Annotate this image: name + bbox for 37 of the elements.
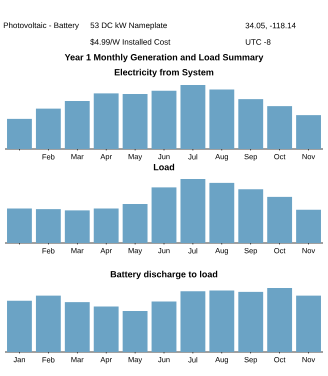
bar bbox=[36, 108, 61, 149]
bar bbox=[94, 306, 119, 352]
bar bbox=[152, 187, 176, 243]
bar bbox=[209, 89, 234, 149]
bar bbox=[296, 115, 321, 149]
bar bbox=[64, 100, 90, 149]
chart-title: Load bbox=[154, 164, 174, 170]
bar bbox=[209, 290, 234, 352]
chart-subtitle: Electricity from System bbox=[114, 68, 214, 78]
bar bbox=[180, 291, 206, 352]
chart-title: Year 1 Monthly Generation and Load Summary bbox=[64, 54, 264, 62]
bar bbox=[7, 118, 32, 149]
bar bbox=[64, 302, 90, 352]
bar bbox=[122, 311, 148, 352]
bar bbox=[238, 189, 264, 243]
bar bbox=[267, 106, 292, 149]
bar bbox=[94, 208, 119, 243]
chart-title: Battery discharge to load bbox=[110, 270, 218, 280]
bar bbox=[36, 296, 61, 352]
bar bbox=[296, 296, 321, 352]
bar bbox=[238, 292, 264, 352]
bar bbox=[296, 210, 321, 243]
bar bbox=[238, 99, 264, 149]
bar bbox=[180, 84, 206, 149]
bar bbox=[122, 94, 148, 149]
bar bbox=[180, 179, 206, 243]
bar bbox=[152, 301, 176, 352]
bar bbox=[267, 196, 292, 243]
bar bbox=[7, 208, 32, 243]
bar bbox=[267, 288, 292, 352]
bar bbox=[122, 204, 148, 243]
bar bbox=[152, 90, 176, 149]
bar bbox=[36, 209, 61, 243]
bar bbox=[64, 210, 90, 243]
bar bbox=[209, 182, 234, 243]
bar bbox=[7, 300, 32, 352]
bar bbox=[94, 93, 119, 149]
